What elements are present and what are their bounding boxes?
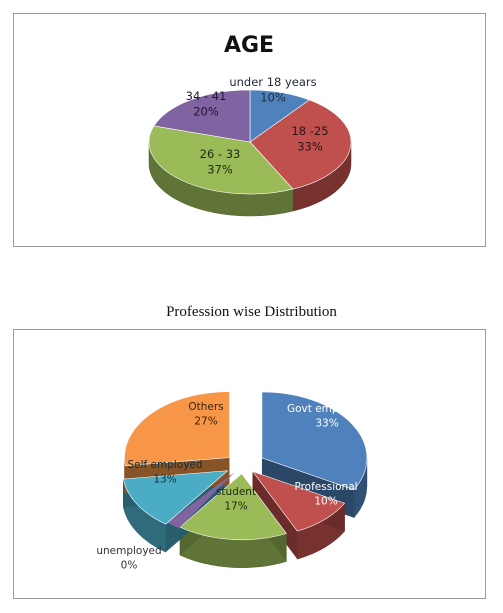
pie-label-self-employed: Self employed: [127, 459, 202, 471]
profession-chart-frame: Govt employee 33% Professional 10% student 17…: [13, 329, 486, 599]
pie-value-student: 17%: [224, 501, 247, 513]
pie-value-34-41: 20%: [193, 105, 219, 119]
pie-top-layer: [122, 391, 368, 541]
pie-top-layer: [148, 89, 352, 195]
age-pie-chart: AGE under 18 years 10% 18 -25 33% 26 - 33 37% 3…: [148, 33, 352, 217]
pie-slice-self-employed: [122, 470, 229, 525]
pie-label-layer: under 18 years 10% 18 -25 33% 26 - 33 37% 34 -…: [186, 75, 329, 177]
pie-label-professional: Professional: [294, 481, 357, 493]
pie-value-self-employed: 13%: [153, 474, 176, 486]
pie-label-govt-employee: Govt employee: [287, 403, 367, 415]
pie-label-under-18-years: under 18 years: [229, 75, 316, 89]
age-chart-title: AGE: [224, 33, 274, 58]
profession-chart-title: Profession wise Distribution: [166, 304, 337, 320]
age-chart-frame: AGE under 18 years 10% 18 -25 33% 26 - 33 37% 3…: [13, 13, 486, 247]
pie-value-under-18-years: 10%: [260, 91, 286, 105]
pie-value-govt-employee: 33%: [315, 418, 338, 430]
pie-label-18-25: 18 -25: [291, 124, 328, 138]
pie-label-26-33: 26 - 33: [200, 147, 241, 161]
pie-slice-34-41: [153, 89, 251, 143]
profession-pie-chart: Govt employee 33% Professional 10% student 17…: [96, 391, 368, 572]
pie-slice-18-25: [249, 99, 352, 190]
pie-label-unemployed: unemployed: [96, 545, 161, 557]
pie-label-others: Others: [188, 401, 223, 413]
pie-slice-govt-employee: [261, 391, 368, 491]
pie-label-34-41: 34 - 41: [186, 89, 227, 103]
pie-slice-professional: [251, 470, 346, 532]
pie-slice-student: [179, 473, 287, 541]
pie-label-layer: Govt employee 33% Professional 10% student 17…: [96, 401, 367, 572]
pie-slice-26-33: [148, 125, 294, 195]
pie-slice-others: [124, 391, 230, 467]
pie-value-26-33: 37%: [207, 163, 233, 177]
pie-value-unemployed: 0%: [121, 560, 138, 572]
pie-value-others: 27%: [194, 416, 217, 428]
pie-label-student: student: [216, 486, 256, 498]
pie-slice-unemployed: [167, 472, 235, 529]
pie-value-18-25: 33%: [297, 140, 323, 154]
pie-value-professional: 10%: [314, 496, 337, 508]
